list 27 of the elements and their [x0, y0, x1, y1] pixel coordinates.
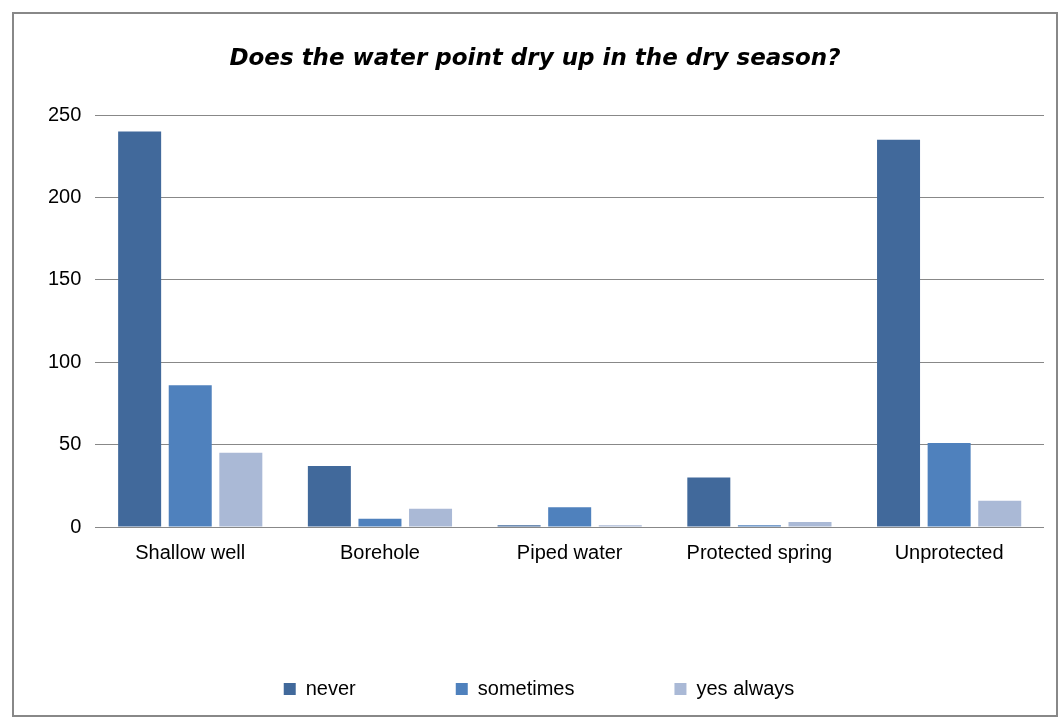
- bar: [219, 452, 263, 527]
- bar: [687, 477, 731, 527]
- bar: [307, 466, 351, 527]
- y-tick-label: 100: [47, 349, 82, 372]
- y-tick-label: 150: [47, 267, 82, 290]
- y-tick-label: 200: [47, 184, 82, 207]
- x-tick-label: Borehole: [339, 540, 420, 563]
- y-tick-label: 250: [47, 102, 82, 125]
- bar: [927, 442, 971, 527]
- x-tick-label: Unprotected: [894, 540, 1004, 563]
- y-tick-label: 50: [59, 432, 82, 455]
- y-tick-label: 0: [70, 514, 82, 537]
- bar: [118, 131, 162, 527]
- bar: [788, 522, 832, 527]
- legend-label: never: [305, 676, 357, 699]
- x-tick-label: Protected spring: [686, 540, 833, 563]
- bar: [548, 507, 592, 527]
- chart-title: Does the water point dry up in the dry season?: [228, 44, 842, 70]
- legend-label: yes always: [696, 676, 795, 699]
- x-tick-label: Piped water: [516, 540, 623, 563]
- bar: [978, 500, 1022, 527]
- x-tick-label: Shallow well: [135, 540, 246, 563]
- bar: [409, 508, 453, 527]
- bar: [168, 385, 212, 527]
- bar: [358, 518, 402, 527]
- bar: [877, 139, 921, 527]
- legend-label: sometimes: [477, 676, 575, 699]
